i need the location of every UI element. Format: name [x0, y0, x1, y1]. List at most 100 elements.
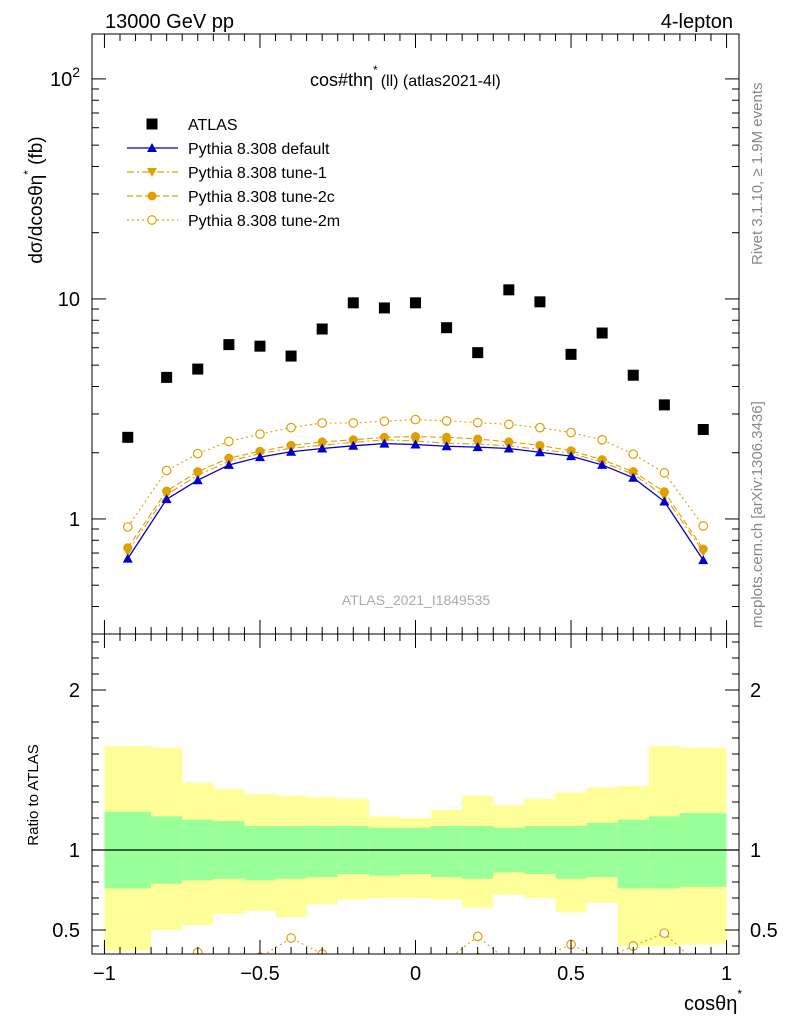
data-point [161, 465, 172, 476]
main-series [122, 284, 709, 565]
data-point [566, 427, 576, 438]
series-atlas [122, 284, 709, 443]
data-point [627, 369, 639, 381]
data-point [659, 468, 670, 478]
data-point [598, 956, 607, 965]
data-point [698, 521, 709, 531]
main-panel: cos#thη*(ll) (atlas2021-4l) ATLAS_2021_I… [21, 33, 740, 635]
band-bin [462, 826, 494, 879]
ratio-bands [104, 746, 727, 951]
band-bin [617, 819, 649, 889]
x-tick-label: 0.5 [557, 963, 585, 985]
data-point [442, 958, 451, 967]
data-point [122, 547, 133, 557]
data-point [658, 399, 670, 411]
main-x-ticks [103, 34, 728, 634]
y-tick-label: 2 [69, 680, 80, 702]
data-point [565, 348, 577, 360]
data-point [223, 459, 234, 469]
data-point [147, 143, 157, 152]
data-point [534, 447, 545, 457]
data-point [254, 340, 266, 352]
data-point [659, 496, 670, 506]
legend-label: Pythia 8.308 default [188, 141, 330, 158]
legend: ATLAS Pythia 8.308 default Pythia 8.308 tu… [127, 117, 340, 230]
data-point [597, 434, 607, 445]
data-point [534, 296, 546, 308]
data-point [505, 958, 514, 967]
legend-label: ATLAS [188, 117, 238, 134]
x-tick-label: 0 [410, 963, 421, 985]
data-point [698, 555, 709, 565]
data-point [441, 441, 452, 451]
y-tick-label: 1 [69, 509, 80, 531]
x-axis-label: cosθη* [684, 987, 742, 1015]
data-point [192, 448, 203, 459]
data-point [441, 416, 452, 426]
data-point [147, 168, 157, 177]
band-bin [555, 826, 587, 879]
data-point [223, 339, 235, 351]
y-tick-label-right: 1 [750, 840, 761, 862]
ratio-y-ticks: 0.5 0.5 1 1 2 2 [52, 641, 778, 947]
legend-label: Pythia 8.308 tune-2c [188, 189, 335, 206]
x-tick-label: 1 [721, 963, 732, 985]
x-tick-label: −1 [93, 963, 116, 985]
rivet-label: Rivet 3.1.10, ≥ 1.9M events [749, 83, 766, 266]
data-point [255, 429, 265, 439]
legend-label: Pythia 8.308 tune-1 [188, 165, 327, 182]
data-point [698, 547, 709, 557]
data-point [348, 418, 359, 428]
band-bin [306, 826, 338, 878]
data-point [147, 215, 157, 225]
data-point [192, 475, 203, 485]
data-point [539, 953, 541, 954]
data-point [504, 974, 513, 983]
data-point [503, 419, 514, 430]
data-point [472, 347, 484, 359]
data-point [596, 327, 608, 339]
data-point [441, 322, 453, 334]
x-tick-label: −0.5 [240, 963, 279, 985]
y-tick-label: 10 [58, 289, 80, 311]
main-title: cos#thη*(ll) (atlas2021-4l) [310, 63, 501, 90]
data-point [503, 443, 514, 453]
band-bin [244, 826, 276, 881]
data-point [410, 297, 421, 309]
mcplots-label: mcplots.cern.ch [arXiv:1306.3436] [749, 401, 766, 628]
data-point [697, 424, 709, 436]
analysis-watermark: ATLAS_2021_I1849535 [342, 592, 491, 608]
data-point [122, 522, 133, 532]
data-point [162, 958, 171, 967]
band-bin [368, 827, 400, 876]
data-point [316, 323, 328, 335]
data-point [285, 350, 297, 362]
data-point [348, 440, 359, 450]
data-point [410, 439, 421, 449]
y-tick-label: 102 [50, 64, 80, 91]
data-point [254, 452, 265, 462]
series-pythia-8-308-tune-2m [122, 414, 709, 532]
data-point [286, 446, 297, 456]
series-line [127, 435, 704, 550]
data-point [317, 443, 328, 453]
data-point [628, 449, 639, 460]
data-point [161, 494, 172, 504]
data-point [147, 191, 157, 201]
band-bin [275, 826, 307, 879]
band-bin [648, 816, 680, 889]
legend-label: Pythia 8.308 tune-2m [188, 213, 340, 230]
series-line [127, 439, 704, 552]
data-point [597, 459, 608, 469]
data-point [225, 958, 234, 967]
data-point [122, 431, 134, 443]
y-tick-label: 0.5 [52, 920, 80, 942]
ratio-frame [91, 633, 740, 955]
series-pythia-8-308-tune-2c [123, 432, 708, 554]
data-point [442, 956, 451, 965]
data-point [503, 284, 515, 296]
data-point [192, 363, 204, 375]
y-tick-label-right: 2 [750, 680, 761, 702]
ratio-panel: 0.5 0.5 1 1 2 2 −1 −0.5 0 0.5 1 Ratio to ATLAS co… [25, 633, 778, 1015]
data-point [286, 422, 296, 433]
